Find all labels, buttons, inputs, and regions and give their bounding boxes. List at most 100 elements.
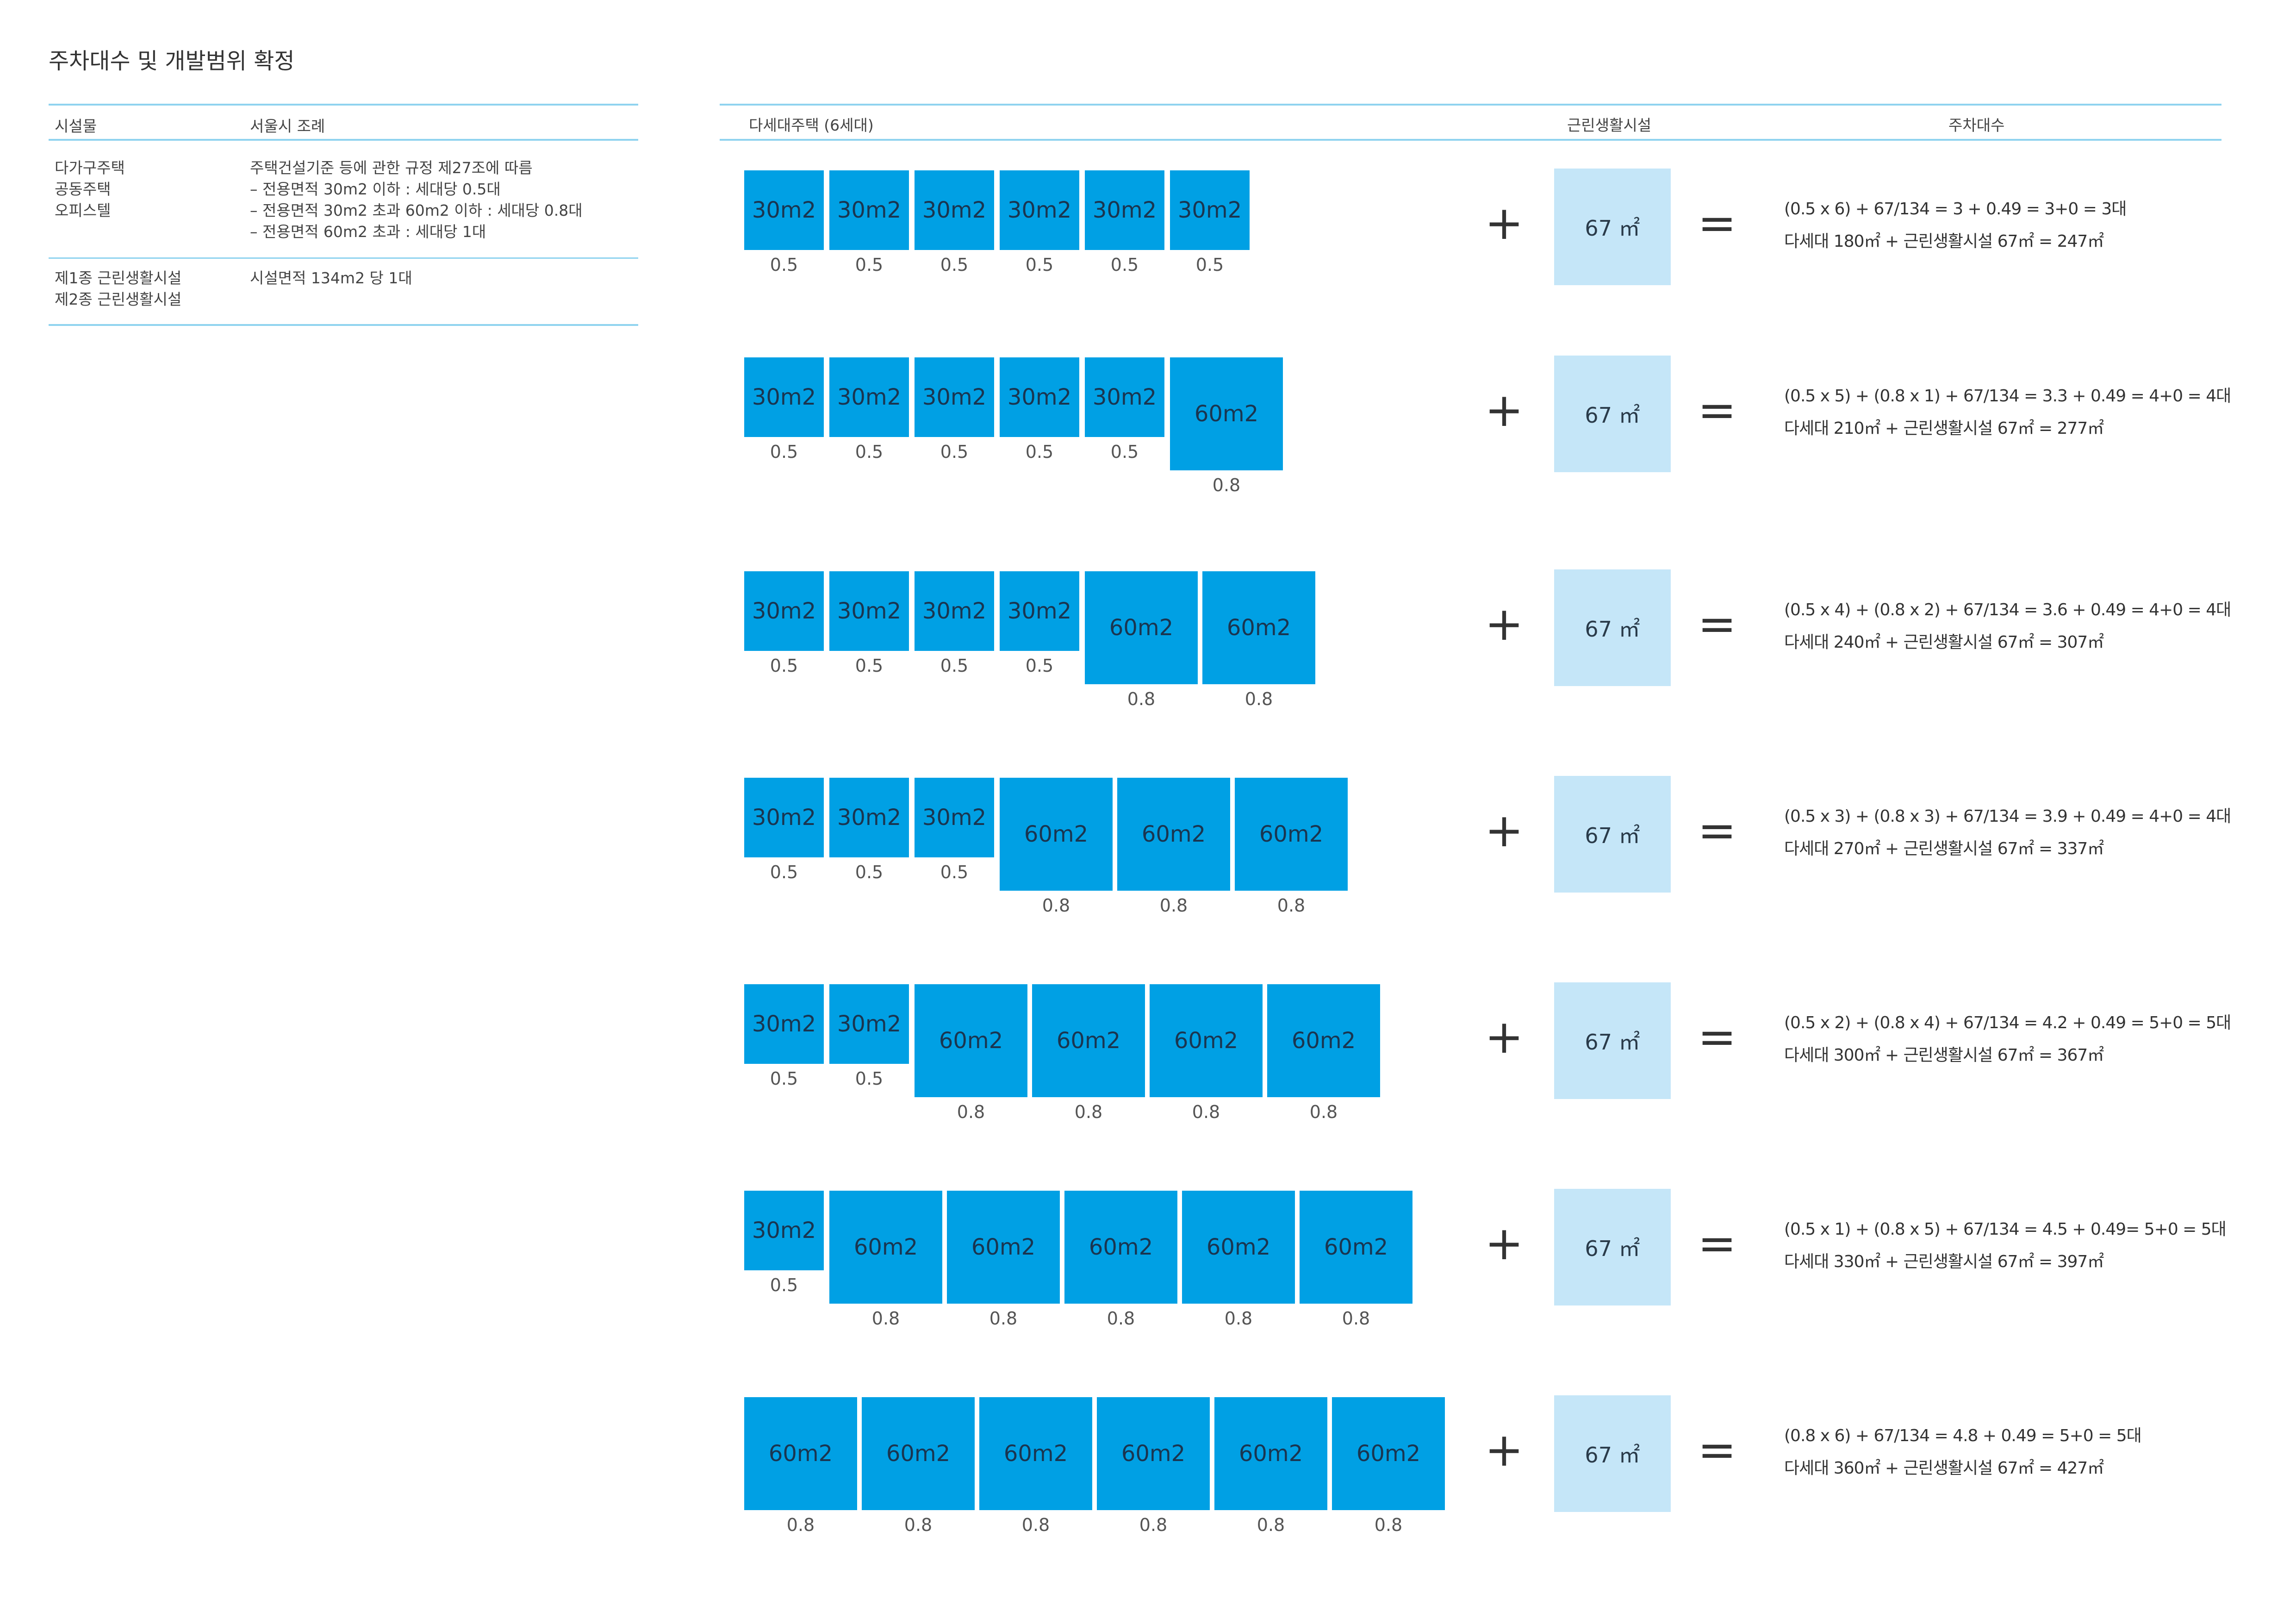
plus-sign: + [1485,1010,1524,1064]
factor-label: 0.8 [1192,1102,1220,1122]
plus-sign: + [1485,196,1524,250]
factor-label: 0.5 [940,656,969,676]
diagram-header-rule [720,139,2221,141]
unit-30m2: 30m2 [744,1191,824,1270]
factor-label: 0.8 [1021,1515,1050,1535]
unit-60m2: 60m2 [915,984,1027,1097]
area-summary: 다세대 210㎡ + 근린생활시설 67㎡ = 277㎡ [1784,419,2104,438]
factor-label: 0.8 [1139,1515,1168,1535]
factor-label: 0.8 [871,1308,900,1329]
factor-label: 0.8 [1309,1102,1338,1122]
unit-60m2: 60m2 [1332,1397,1445,1510]
area-summary: 다세대 360㎡ + 근린생활시설 67㎡ = 427㎡ [1784,1459,2104,1478]
area-summary: 다세대 300㎡ + 근린생활시설 67㎡ = 367㎡ [1784,1046,2104,1065]
plus-sign: + [1485,597,1524,651]
unit-30m2: 30m2 [744,357,824,437]
factor-label: 0.8 [1277,895,1306,916]
parking-formula: (0.5 x 2) + (0.8 x 4) + 67/134 = 4.2 + 0… [1784,1013,2231,1032]
equals-sign: = [1698,383,1736,437]
unit-30m2: 30m2 [915,571,994,651]
unit-30m2: 30m2 [1000,571,1079,651]
table-header-rule [49,139,638,141]
header-parking: 주차대수 [1948,116,2005,134]
factor-label: 0.8 [1107,1308,1135,1329]
factor-label: 0.5 [1110,255,1139,275]
factor-label: 0.8 [1127,689,1156,709]
parking-formula: (0.5 x 5) + (0.8 x 1) + 67/134 = 3.3 + 0… [1784,387,2231,406]
factor-label: 0.5 [940,442,969,462]
area-summary: 다세대 180㎡ + 근린생활시설 67㎡ = 247㎡ [1784,232,2104,251]
col-header-ordinance: 서울시 조례 [250,117,325,135]
diagram-top-rule [720,104,2221,106]
factor-label: 0.5 [770,1068,798,1089]
parking-formula: (0.5 x 4) + (0.8 x 2) + 67/134 = 3.6 + 0… [1784,600,2231,619]
plus-sign: + [1485,383,1524,437]
parking-formula: (0.5 x 6) + 67/134 = 3 + 0.49 = 3+0 = 3대 [1784,200,2127,219]
factor-label: 0.8 [1212,475,1241,495]
neighborhood-box: 67 ㎡ [1554,776,1671,893]
factor-label: 0.5 [855,656,884,676]
factor-label: 0.8 [1244,689,1273,709]
factor-label: 0.8 [786,1515,815,1535]
parking-formula: (0.8 x 6) + 67/134 = 4.8 + 0.49 = 5+0 = … [1784,1426,2142,1445]
unit-30m2: 30m2 [1085,170,1164,250]
neighborhood-box: 67 ㎡ [1554,1395,1671,1512]
factor-label: 0.5 [770,255,798,275]
factor-label: 0.8 [989,1308,1018,1329]
page-title: 주차대수 및 개발범위 확정 [49,48,295,74]
factor-label: 0.8 [1224,1308,1253,1329]
table-top-rule [49,104,638,106]
header-neighborhood: 근린생활시설 [1567,116,1652,134]
factor-label: 0.5 [1025,656,1054,676]
unit-30m2: 30m2 [1000,357,1079,437]
col-header-facility: 시설물 [55,117,97,135]
factor-label: 0.5 [855,442,884,462]
unit-60m2: 60m2 [1117,778,1230,891]
table-row-rule: 시설면적 134m2 당 1대 [250,269,412,287]
unit-30m2: 30m2 [744,571,824,651]
neighborhood-box: 67 ㎡ [1554,1189,1671,1305]
equals-sign: = [1698,196,1736,250]
area-summary: 다세대 270㎡ + 근린생활시설 67㎡ = 337㎡ [1784,839,2104,858]
unit-60m2: 60m2 [1214,1397,1327,1510]
equals-sign: = [1698,803,1736,857]
table-row-facility: 제1종 근린생활시설 제2종 근린생활시설 [55,269,182,308]
factor-label: 0.5 [770,656,798,676]
table-row-divider [49,257,638,259]
unit-60m2: 60m2 [1235,778,1348,891]
unit-60m2: 60m2 [1064,1191,1177,1304]
factor-label: 0.5 [1195,255,1224,275]
factor-label: 0.5 [770,1275,798,1295]
equals-sign: = [1698,1216,1736,1270]
factor-label: 0.5 [855,255,884,275]
unit-30m2: 30m2 [1085,357,1164,437]
unit-30m2: 30m2 [744,778,824,857]
neighborhood-box: 67 ㎡ [1554,569,1671,686]
unit-60m2: 60m2 [1000,778,1113,891]
factor-label: 0.5 [940,862,969,882]
factor-label: 0.8 [1257,1515,1285,1535]
table-row-facility: 다가구주택 공동주택 오피스텔 [55,159,125,219]
equals-sign: = [1698,1423,1736,1477]
neighborhood-box: 67 ㎡ [1554,356,1671,472]
plus-sign: + [1485,803,1524,857]
unit-60m2: 60m2 [1202,571,1315,684]
unit-30m2: 30m2 [1000,170,1079,250]
unit-60m2: 60m2 [1097,1397,1210,1510]
unit-30m2: 30m2 [829,571,909,651]
unit-60m2: 60m2 [1150,984,1263,1097]
factor-label: 0.5 [855,862,884,882]
unit-30m2: 30m2 [829,170,909,250]
unit-30m2: 30m2 [1170,170,1250,250]
factor-label: 0.5 [1110,442,1139,462]
unit-60m2: 60m2 [1085,571,1198,684]
unit-60m2: 60m2 [862,1397,975,1510]
parking-formula: (0.5 x 3) + (0.8 x 3) + 67/134 = 3.9 + 0… [1784,807,2231,826]
unit-30m2: 30m2 [829,984,909,1064]
unit-30m2: 30m2 [829,357,909,437]
unit-30m2: 30m2 [744,984,824,1064]
factor-label: 0.8 [1374,1515,1403,1535]
unit-30m2: 30m2 [744,170,824,250]
equals-sign: = [1698,597,1736,651]
unit-60m2: 60m2 [744,1397,857,1510]
